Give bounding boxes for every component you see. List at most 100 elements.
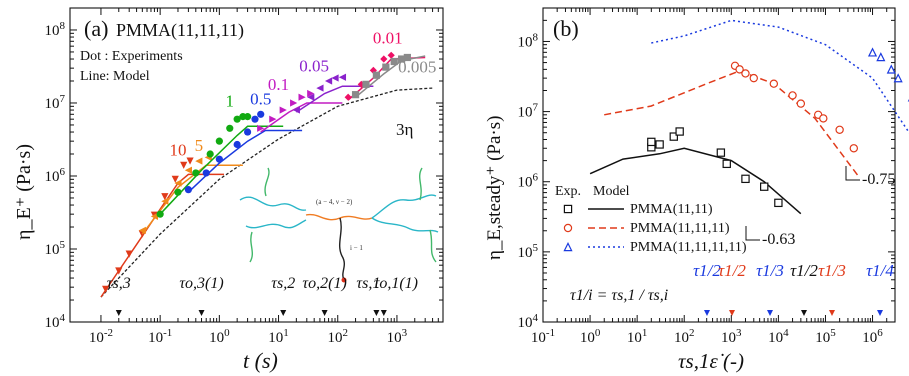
- data-point: [886, 64, 896, 74]
- data-point: [369, 66, 377, 74]
- data-point: [338, 73, 347, 81]
- data-point: [398, 55, 406, 63]
- ratio-marker-arrow: [829, 310, 835, 316]
- data-point: [171, 175, 179, 183]
- model-line: [604, 70, 859, 177]
- ratio-marker-label: τ1/2: [790, 261, 818, 280]
- legend-marker: [563, 204, 573, 214]
- legend-entry: PMMA(11,11,11): [630, 221, 730, 236]
- time-marker-arrow: [115, 310, 122, 316]
- data-point: [372, 71, 381, 79]
- data-point: [251, 115, 259, 123]
- panel-a-xtick-label: 103: [387, 327, 408, 346]
- data-point: [161, 197, 169, 205]
- data-point: [186, 157, 194, 165]
- data-point: [351, 91, 360, 99]
- time-marker-label: τo,3(1): [179, 275, 223, 292]
- data-point: [195, 157, 203, 165]
- legend-header-model: Model: [593, 184, 630, 199]
- panel-a-xlabel: t (s): [243, 348, 278, 373]
- data-point: [722, 159, 731, 169]
- ratio-marker-arrow: [767, 310, 773, 316]
- annotation-model: Line: Model: [80, 69, 150, 84]
- panel-b-xtick-label: 100: [580, 327, 601, 346]
- data-point: [331, 74, 339, 82]
- data-point: [835, 125, 844, 135]
- rate-label: 0.05: [299, 56, 329, 75]
- panel-b-xlabel: τs,1ε̇ (-): [678, 349, 744, 373]
- data-point: [849, 144, 859, 153]
- data-point: [174, 179, 182, 187]
- panel-b-xtick-label: 10-1: [531, 327, 555, 346]
- lve-label: 3η: [396, 120, 413, 139]
- time-marker-arrow: [373, 310, 380, 316]
- data-point: [716, 148, 726, 157]
- panel-b-xtick-label: 105: [815, 327, 836, 346]
- time-marker-label: τo,2(1): [302, 275, 346, 292]
- data-point: [675, 127, 684, 136]
- ratio-marker-arrow: [801, 310, 807, 316]
- panel-b-xtick-label: 103: [721, 327, 742, 346]
- rate-label: 0.01: [373, 29, 403, 48]
- rate-labels: 10 5 1 0.50.1 0.05 0.01 0.005: [169, 29, 436, 160]
- rate-label: 0.005: [398, 58, 436, 77]
- legend-marker: [563, 223, 573, 233]
- data-point: [380, 55, 388, 63]
- time-marker-arrow: [280, 310, 287, 316]
- panel-b-ytick-label: 108: [518, 31, 539, 50]
- data-point: [735, 65, 744, 74]
- panel-b-ytick-label: 107: [518, 102, 539, 121]
- data-point: [893, 73, 903, 83]
- data-point: [669, 132, 678, 141]
- data-point: [206, 150, 214, 158]
- data-point: [344, 93, 352, 101]
- panel-a-xtick-label: 102: [327, 327, 348, 346]
- ratio-marker-label: τ1/4: [866, 261, 894, 280]
- data-point: [788, 91, 797, 100]
- series-PMMA(11,11,11): [604, 61, 859, 177]
- data-point: [316, 84, 324, 92]
- data-point: [233, 140, 241, 149]
- series-5: [138, 153, 243, 235]
- slope-triangle: [845, 166, 860, 181]
- time-marker-arrow: [380, 310, 387, 316]
- panel-b-xtick-label: 102: [674, 327, 695, 346]
- panel-b-ytick-label: 104: [518, 312, 539, 331]
- panel-a-ytick-label: 108: [45, 20, 66, 39]
- model-line: [651, 19, 909, 134]
- data-point: [226, 124, 234, 132]
- data-point: [876, 52, 886, 62]
- data-point: [202, 169, 210, 177]
- ratio-markers: τ1/2τ1/2 τ1/3 τ1/2 τ1/3 τ1/4: [693, 261, 894, 316]
- panel-a-title: PMMA(11,11,11): [116, 20, 244, 41]
- series-PMMA(11,11): [589, 127, 802, 215]
- data-point: [362, 80, 370, 88]
- ratio-marker-label: τ1/2: [693, 261, 721, 280]
- data-point: [749, 73, 758, 83]
- data-point: [192, 169, 200, 177]
- panel-a-ytick-label: 104: [45, 312, 66, 331]
- data-point: [292, 106, 300, 114]
- svg-text:i − 1: i − 1: [350, 244, 363, 252]
- data-point: [382, 63, 390, 71]
- slope-indicators: -0.63 -0.75: [745, 166, 895, 248]
- data-point: [243, 128, 252, 136]
- data-point: [760, 182, 769, 191]
- data-point: [774, 198, 783, 208]
- annotation-experiments: Dot : Experiments: [80, 49, 183, 64]
- panel-b: 10-1 100 101 102 103 104 105 106 104 105 106 107 108…: [484, 7, 909, 373]
- panel-a-series: [100, 51, 433, 298]
- model-line: [141, 164, 243, 235]
- svg-text:(a − 4, ν − 2): (a − 4, ν − 2): [316, 198, 353, 206]
- data-point: [115, 267, 123, 275]
- ratio-marker-arrow: [877, 310, 883, 316]
- data-point: [403, 53, 411, 62]
- data-point: [279, 106, 287, 114]
- time-marker-label: τs,2: [271, 275, 295, 292]
- legend-marker: [563, 242, 573, 252]
- model-line: [355, 55, 426, 98]
- data-point: [796, 99, 806, 108]
- data-point: [138, 226, 146, 234]
